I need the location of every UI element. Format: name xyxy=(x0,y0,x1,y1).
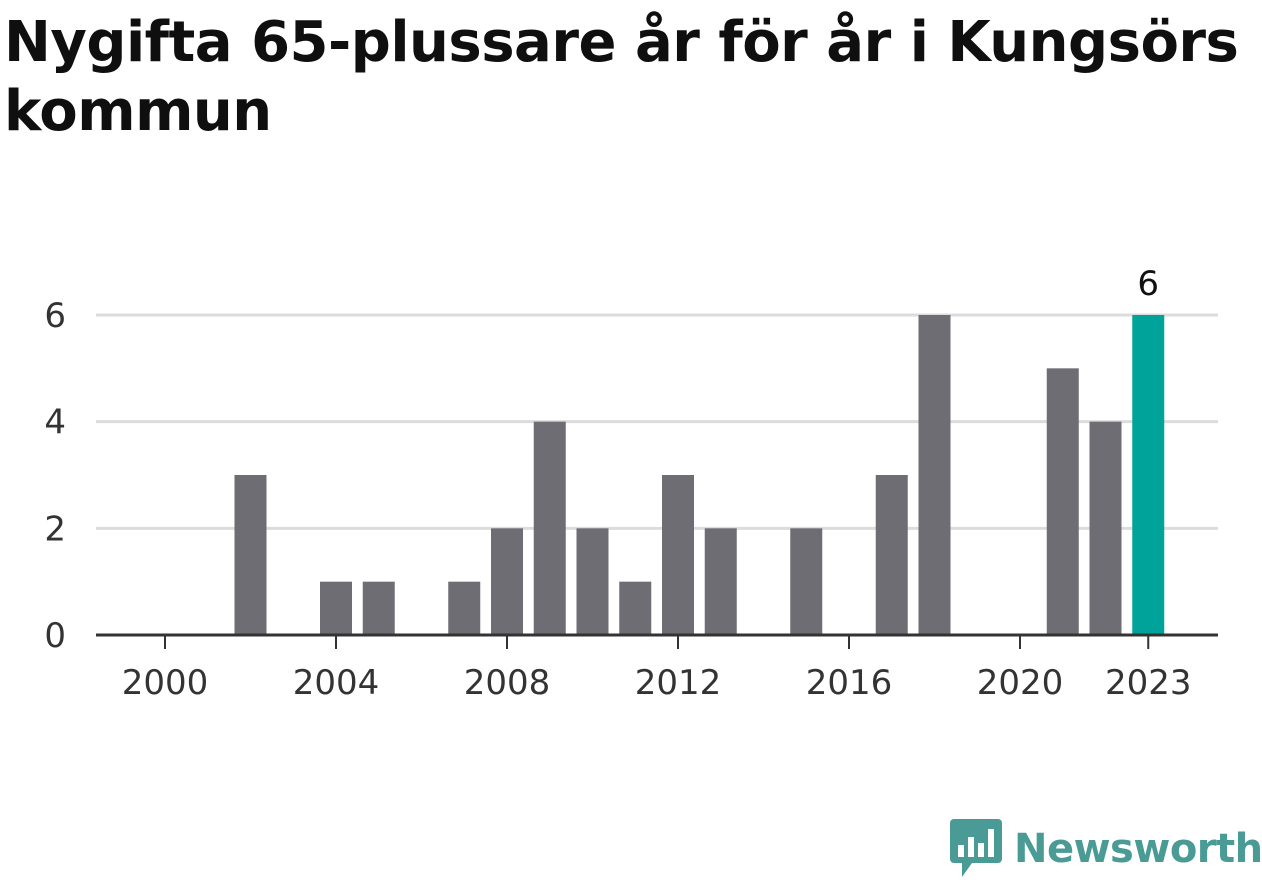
bar xyxy=(491,528,523,635)
newsworthy-logo-icon xyxy=(950,819,1002,877)
bar xyxy=(1046,368,1079,635)
bar xyxy=(790,528,823,635)
bar xyxy=(320,581,352,635)
bar xyxy=(1089,421,1122,635)
x-tick-label: 2000 xyxy=(122,663,209,703)
bar xyxy=(576,528,609,635)
brand-logo: Newsworthy xyxy=(950,818,1262,880)
grid-lines xyxy=(96,313,1218,530)
bar xyxy=(533,421,566,635)
y-axis-ticks: 0 2 4 6 xyxy=(44,296,66,656)
bar xyxy=(918,315,951,635)
x-tick-label: 2004 xyxy=(293,663,380,703)
y-tick-label: 2 xyxy=(44,509,66,549)
x-tick-label: 2012 xyxy=(635,663,722,703)
bar xyxy=(875,475,908,635)
bar xyxy=(662,475,694,635)
bar xyxy=(362,581,395,635)
bar-highlight xyxy=(1132,315,1165,635)
data-label: 6 xyxy=(1137,264,1159,304)
bars xyxy=(234,315,1165,635)
chart-title: Nygifta 65-plussare år för år i Kungsörs… xyxy=(4,10,1239,144)
bar xyxy=(619,581,652,635)
bar xyxy=(234,475,267,635)
data-labels: 6 xyxy=(1137,264,1159,304)
y-tick-label: 4 xyxy=(44,403,66,443)
bar xyxy=(704,528,737,635)
x-tick-label: 2008 xyxy=(464,663,551,703)
x-tick-label: 2020 xyxy=(977,663,1064,703)
bar-chart: 0 2 4 6 2000 2004 2008 2012 2016 2020 2023 6 xyxy=(44,264,1218,703)
bar xyxy=(448,581,481,635)
y-tick-label: 0 xyxy=(44,616,66,656)
x-tick-label: 2023 xyxy=(1105,663,1192,703)
x-tick-label: 2016 xyxy=(806,663,893,703)
brand-name: Newsworthy xyxy=(1014,826,1262,872)
x-axis: 2000 2004 2008 2012 2016 2020 2023 xyxy=(96,633,1218,703)
y-tick-label: 6 xyxy=(44,296,66,336)
